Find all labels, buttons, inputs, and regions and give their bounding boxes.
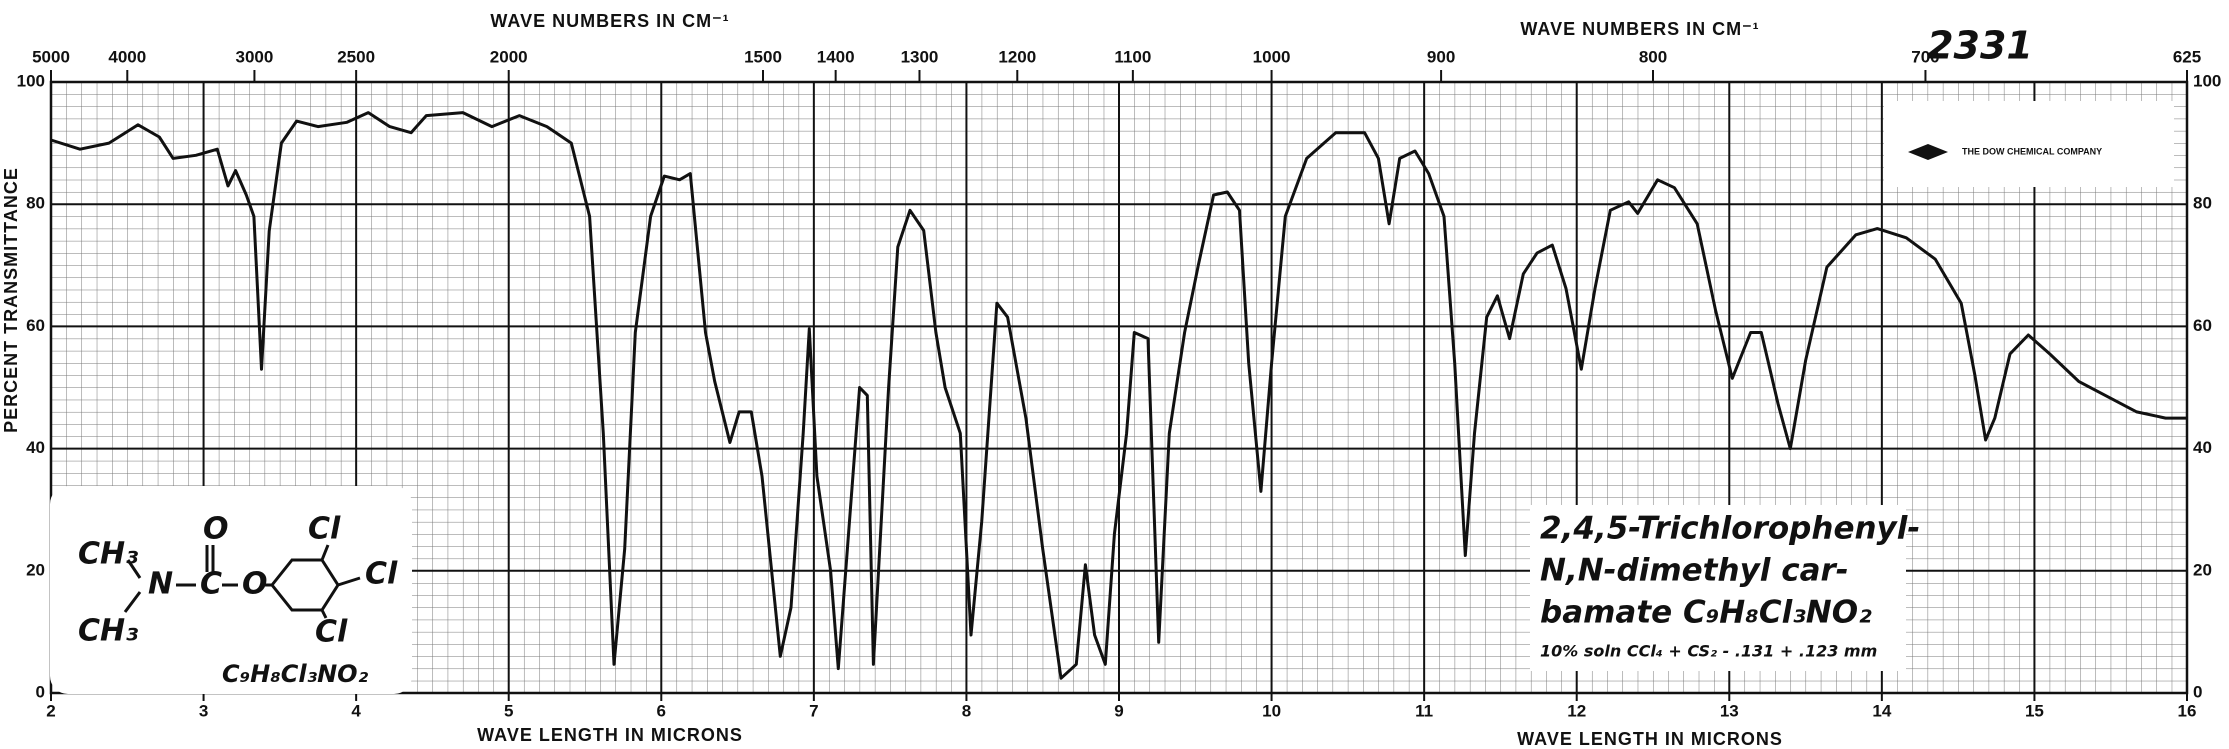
formula: C₉H₈Cl₃NO₂ [222,660,369,688]
compound-name: bamate C₉H₈Cl₃NO₂ [1540,595,1872,631]
x-tick-label: 11 [1415,701,1433,720]
atom-label: O [203,512,229,547]
y-tick-label: 0 [36,682,45,701]
x-tick-label: 15 [2025,701,2044,720]
y-tick-label: 40 [2193,438,2212,457]
structure: CH₃ CH₃ N C O O Cl Cl Cl C₉H₈Cl₃NO₂ [78,512,398,689]
x2-tick-label: 4000 [108,47,146,66]
x2-tick-label: 2000 [490,47,528,66]
x-tick-label: 5 [504,701,513,720]
y-tick-label: 0 [2193,682,2202,701]
company-name: THE DOW CHEMICAL COMPANY [1962,146,2102,156]
company-label-box [1884,101,2174,187]
x2-tick-label: 3000 [236,47,274,66]
y-tick-label: 80 [2193,194,2212,213]
methyl-label: CH₃ [78,537,138,572]
x-tick-label: 8 [962,701,971,720]
x-tick-label: 7 [809,701,818,720]
x-axis-title: WAVE LENGTH IN MICRONS [1517,729,1783,749]
x2-tick-label: 800 [1639,47,1667,66]
x2-tick-label: 900 [1427,47,1455,66]
spectrum-line [50,111,2187,680]
y-tick-label: 20 [2193,560,2212,579]
company-logo [1908,144,1948,160]
x2-tick-label: 5000 [32,47,70,66]
atom-label: N [148,567,173,602]
x2-tick-label: 1400 [817,47,855,66]
x-tick-label: 2 [46,701,55,720]
atom-label: C [200,567,222,602]
x2-tick-label: 1200 [998,47,1036,66]
x-tick-label: 16 [2178,701,2197,720]
x-tick-label: 13 [1720,701,1739,720]
y-tick-label: 60 [26,316,45,335]
x-axis-title: WAVE LENGTH IN MICRONS [477,725,743,745]
y-tick-label: 60 [2193,316,2212,335]
x-tick-label: 4 [351,701,361,720]
x2-tick-label: 700 [1911,47,1939,66]
compound-name: N,N-dimethyl car- [1540,553,1849,589]
y-tick-label: 100 [17,71,45,90]
top-axis-title: WAVE NUMBERS IN CM⁻¹ [490,11,729,31]
y-tick-label: 40 [26,438,45,457]
y-tick-label: 80 [26,194,45,213]
y-axis-title: PERCENT TRANSMITTANCE [1,167,21,433]
x2-tick-label: 1500 [744,47,782,66]
sample-id: 2331 [1927,24,2033,68]
y-tick-label: 20 [26,560,45,579]
structure-box [50,486,412,694]
top-axis-title: WAVE NUMBERS IN CM⁻¹ [1520,19,1759,39]
x2-tick-label: 1100 [1114,47,1151,66]
x2-tick-label: 625 [2173,47,2201,66]
x-tick-label: 14 [1872,701,1891,720]
y-tick-label: 100 [2193,71,2221,90]
x-tick-label: 9 [1114,701,1123,720]
compound-name: 2,4,5-Trichlorophenyl- [1540,511,1920,547]
x-tick-label: 10 [1262,701,1281,720]
atom-label: Cl [308,512,341,547]
x2-tick-label: 1000 [1253,47,1291,66]
compound-box [1530,505,1906,671]
x-tick-label: 12 [1567,701,1586,720]
atom-label: Cl [315,615,348,650]
sample-conditions: 10% soln CCl₄ + CS₂ - .131 + .123 mm [1540,642,1877,661]
x-tick-label: 6 [657,701,666,720]
methyl-label: CH₃ [78,614,138,649]
atom-label: Cl [365,557,398,592]
x2-tick-label: 1300 [901,47,939,66]
x-tick-label: 3 [199,701,208,720]
x2-tick-label: 2500 [337,47,375,66]
